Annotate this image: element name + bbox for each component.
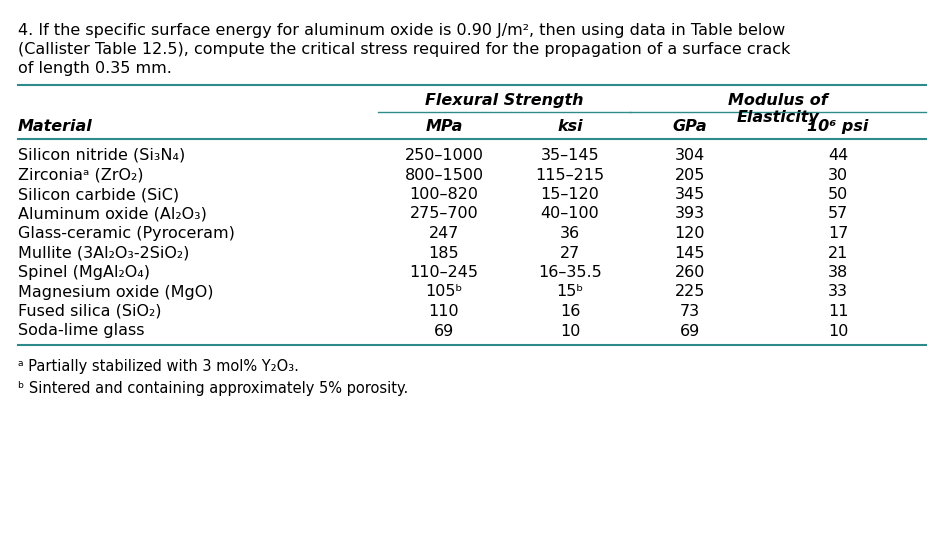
Text: 800–1500: 800–1500 [404, 168, 483, 182]
Text: 38: 38 [828, 265, 848, 280]
Text: 247: 247 [429, 226, 459, 241]
Text: Silicon nitride (Si₃N₄): Silicon nitride (Si₃N₄) [18, 148, 185, 163]
Text: 304: 304 [675, 148, 705, 163]
Text: 250–1000: 250–1000 [404, 148, 483, 163]
Text: 225: 225 [675, 284, 705, 300]
Text: 120: 120 [675, 226, 705, 241]
Text: 33: 33 [828, 284, 848, 300]
Text: of length 0.35 mm.: of length 0.35 mm. [18, 61, 172, 76]
Text: 275–700: 275–700 [410, 206, 479, 222]
Text: 36: 36 [560, 226, 580, 241]
Text: Mullite (3Al₂O₃-2SiO₂): Mullite (3Al₂O₃-2SiO₂) [18, 246, 190, 260]
Text: 16: 16 [560, 304, 581, 319]
Text: Flexural Strength: Flexural Strength [425, 93, 583, 108]
Text: GPa: GPa [673, 119, 707, 134]
Text: 10: 10 [828, 324, 849, 338]
Text: 100–820: 100–820 [410, 187, 479, 202]
Text: 185: 185 [429, 246, 460, 260]
Text: Elasticity: Elasticity [736, 110, 819, 125]
Text: 50: 50 [828, 187, 848, 202]
Text: 35–145: 35–145 [541, 148, 599, 163]
Text: Material: Material [18, 119, 93, 134]
Text: 393: 393 [675, 206, 705, 222]
Text: Zirconiaᵃ (ZrO₂): Zirconiaᵃ (ZrO₂) [18, 168, 143, 182]
Text: 30: 30 [828, 168, 848, 182]
Text: Modulus of: Modulus of [728, 93, 828, 108]
Text: Fused silica (SiO₂): Fused silica (SiO₂) [18, 304, 161, 319]
Text: 69: 69 [434, 324, 454, 338]
Text: 15ᵇ: 15ᵇ [556, 284, 583, 300]
Text: 110: 110 [429, 304, 460, 319]
Text: Glass-ceramic (Pyroceram): Glass-ceramic (Pyroceram) [18, 226, 235, 241]
Text: ᵃ Partially stabilized with 3 mol% Y₂O₃.: ᵃ Partially stabilized with 3 mol% Y₂O₃. [18, 359, 299, 374]
Text: MPa: MPa [426, 119, 463, 134]
Text: 57: 57 [828, 206, 848, 222]
Text: Spinel (MgAl₂O₄): Spinel (MgAl₂O₄) [18, 265, 150, 280]
Text: 40–100: 40–100 [541, 206, 599, 222]
Text: 69: 69 [680, 324, 700, 338]
Text: 4. If the specific surface energy for aluminum oxide is 0.90 J/m², then using da: 4. If the specific surface energy for al… [18, 23, 785, 38]
Text: 260: 260 [675, 265, 705, 280]
Text: 21: 21 [828, 246, 849, 260]
Text: 17: 17 [828, 226, 849, 241]
Text: 73: 73 [680, 304, 700, 319]
Text: 27: 27 [560, 246, 581, 260]
Text: Soda-lime glass: Soda-lime glass [18, 324, 144, 338]
Text: 10⁶ psi: 10⁶ psi [807, 119, 868, 134]
Text: ksi: ksi [557, 119, 582, 134]
Text: 15–120: 15–120 [541, 187, 599, 202]
Text: 44: 44 [828, 148, 848, 163]
Text: Magnesium oxide (MgO): Magnesium oxide (MgO) [18, 284, 213, 300]
Text: ᵇ Sintered and containing approximately 5% porosity.: ᵇ Sintered and containing approximately … [18, 381, 408, 396]
Text: 345: 345 [675, 187, 705, 202]
Text: (Callister Table 12.5), compute the critical stress required for the propagation: (Callister Table 12.5), compute the crit… [18, 42, 790, 57]
Text: Silicon carbide (SiC): Silicon carbide (SiC) [18, 187, 179, 202]
Text: 205: 205 [675, 168, 705, 182]
Text: 110–245: 110–245 [410, 265, 479, 280]
Text: 145: 145 [675, 246, 705, 260]
Text: Aluminum oxide (Al₂O₃): Aluminum oxide (Al₂O₃) [18, 206, 207, 222]
Text: 105ᵇ: 105ᵇ [426, 284, 463, 300]
Text: 11: 11 [828, 304, 849, 319]
Text: 10: 10 [560, 324, 581, 338]
Text: 115–215: 115–215 [535, 168, 604, 182]
Text: 16–35.5: 16–35.5 [538, 265, 602, 280]
